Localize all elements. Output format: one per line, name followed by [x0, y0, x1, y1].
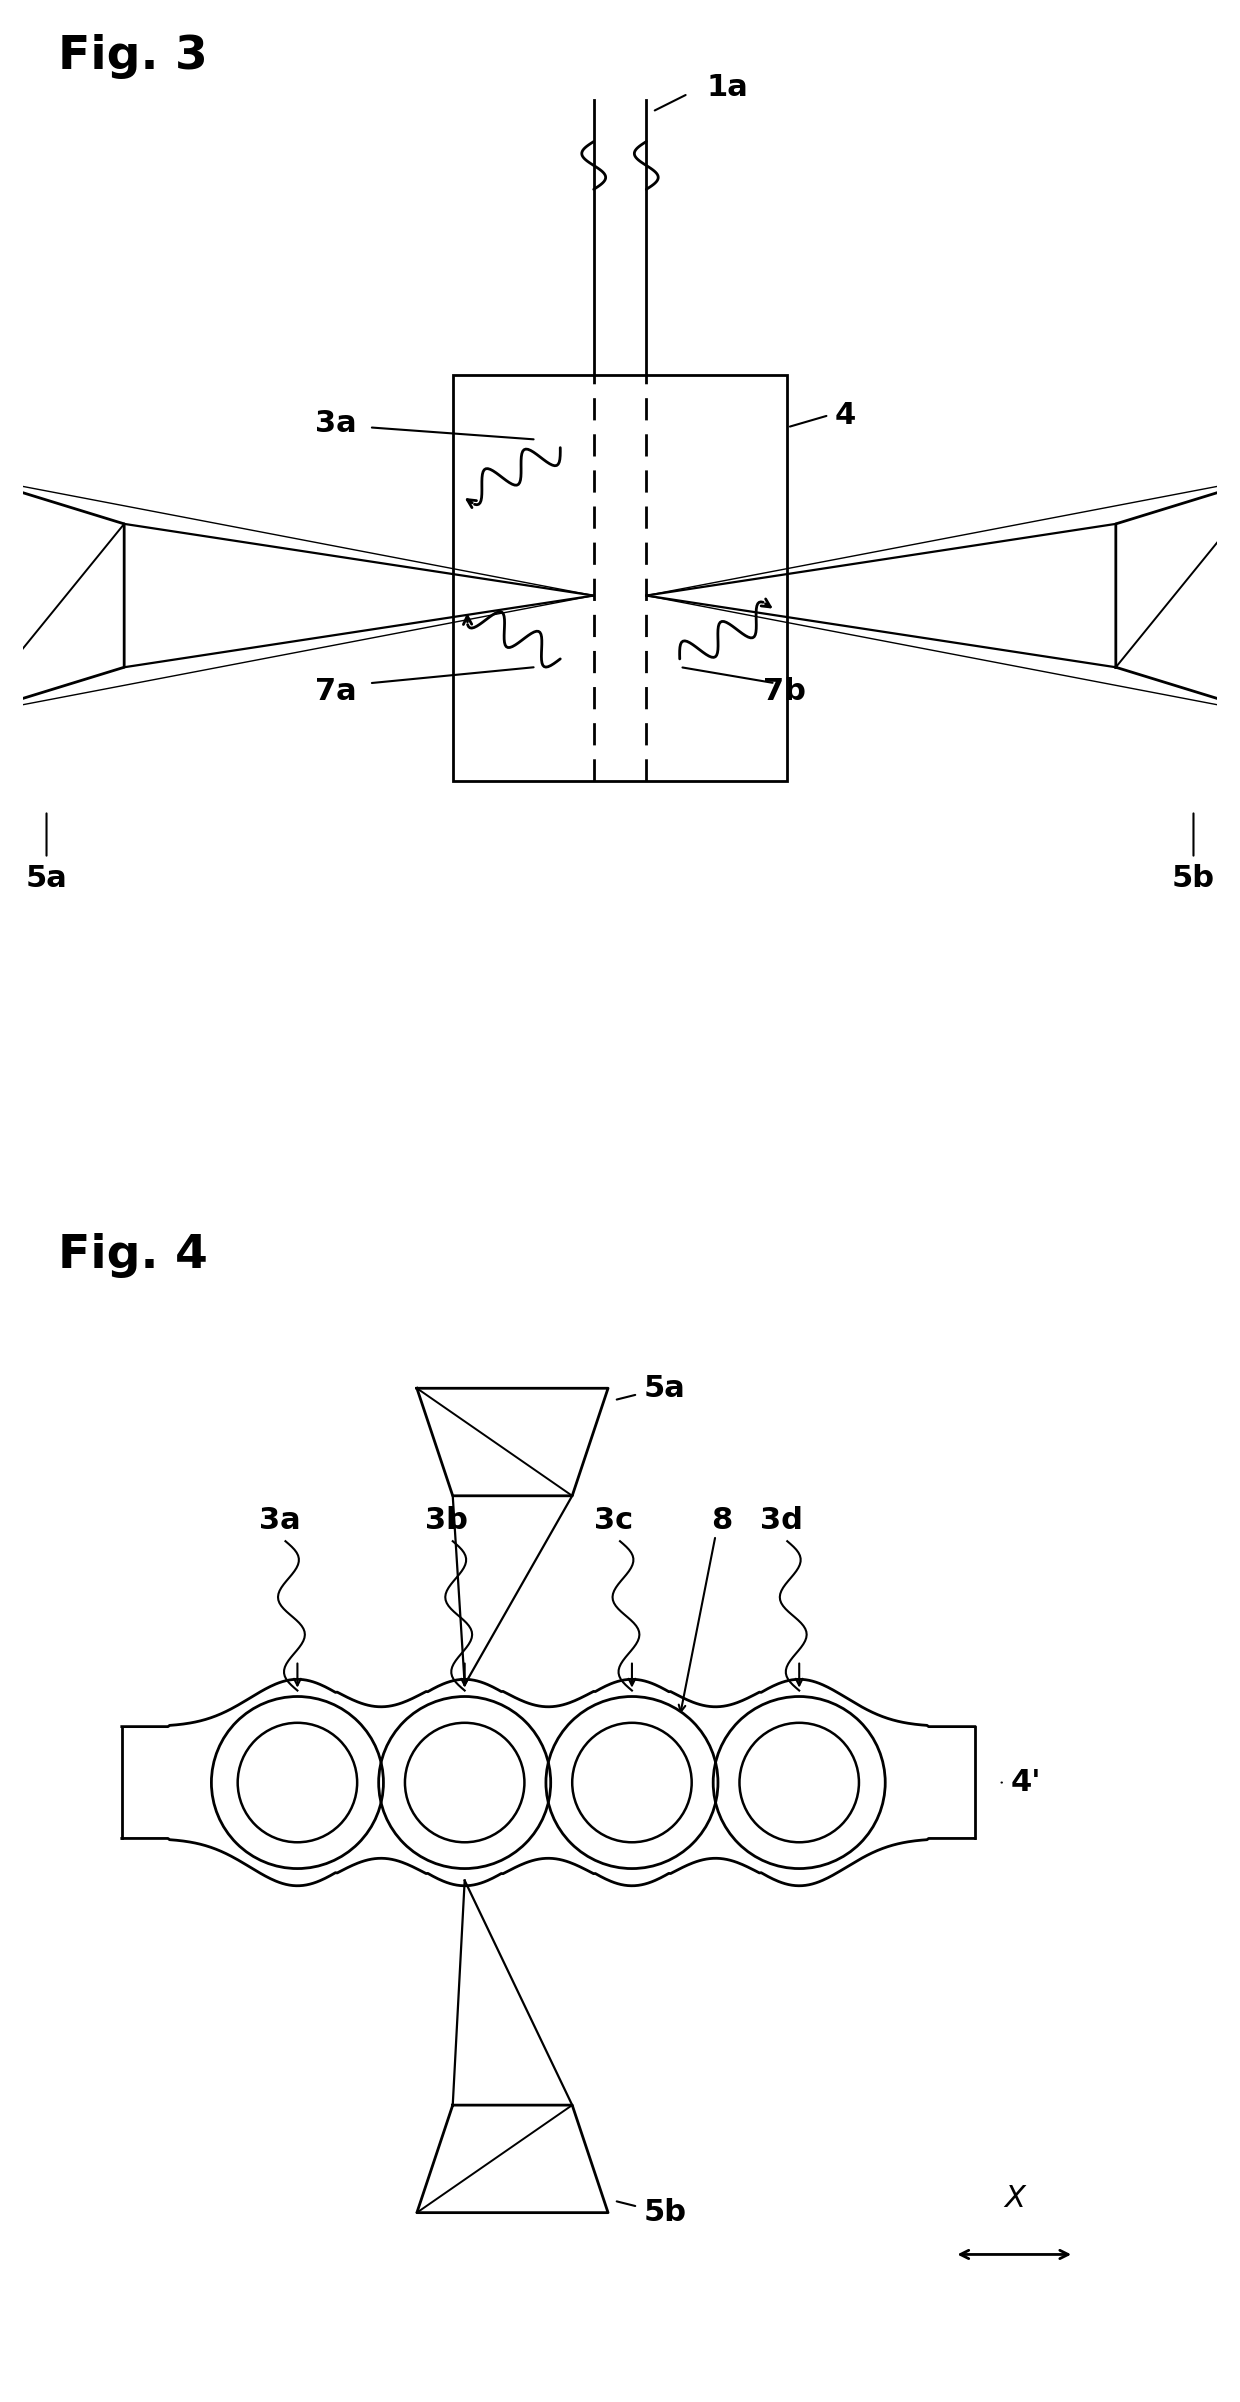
Circle shape: [713, 1696, 885, 1869]
Text: 5a: 5a: [26, 865, 67, 894]
Text: X: X: [1004, 2183, 1024, 2212]
Text: 5a: 5a: [644, 1374, 686, 1403]
Text: 8: 8: [711, 1506, 732, 1535]
Text: Fig. 3: Fig. 3: [58, 34, 208, 79]
Text: 3b: 3b: [425, 1506, 469, 1535]
Text: 1a: 1a: [706, 74, 748, 103]
Text: 4': 4': [1011, 1768, 1042, 1797]
Text: 3a: 3a: [315, 408, 357, 437]
Text: 7b: 7b: [764, 677, 806, 706]
Text: 3d: 3d: [760, 1506, 802, 1535]
Circle shape: [546, 1696, 718, 1869]
Circle shape: [211, 1696, 383, 1869]
Bar: [453, 375, 787, 781]
Text: 7a: 7a: [315, 677, 357, 706]
Text: 4: 4: [835, 401, 857, 430]
Text: 3c: 3c: [594, 1506, 634, 1535]
Text: Fig. 4: Fig. 4: [58, 1232, 208, 1278]
Circle shape: [378, 1696, 551, 1869]
Text: 5b: 5b: [644, 2198, 687, 2227]
Text: 5b: 5b: [1172, 865, 1215, 894]
Text: 3a: 3a: [259, 1506, 300, 1535]
